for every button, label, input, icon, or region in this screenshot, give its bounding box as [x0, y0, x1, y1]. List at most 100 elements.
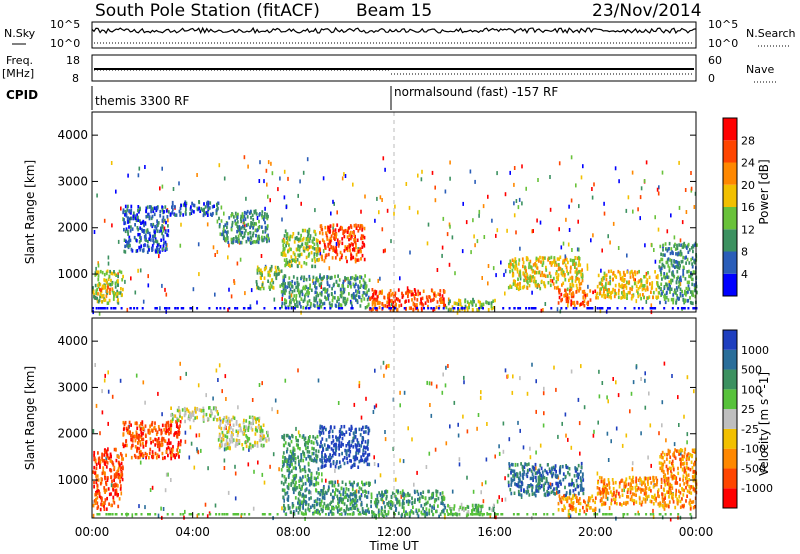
range-gate-cell: [666, 275, 669, 279]
range-gate-cell: [148, 248, 150, 252]
range-gate-cell: [285, 457, 287, 462]
range-gate-cell: [171, 205, 173, 209]
range-gate-cell: [411, 509, 413, 514]
range-gate-cell: [314, 259, 317, 264]
range-gate-cell: [413, 500, 416, 504]
scatter-cell: [373, 455, 375, 460]
range-gate-cell: [555, 272, 557, 276]
range-gate-cell: [93, 456, 96, 460]
range-gate-cell: [316, 242, 319, 246]
range-gate-cell: [310, 479, 313, 484]
range-gate-cell: [161, 205, 163, 209]
scatter-cell: [179, 243, 182, 248]
range-gate-cell: [284, 263, 287, 268]
scatter-cell: [285, 205, 288, 210]
scatter-cell: [227, 490, 230, 495]
range-gate-cell: [362, 453, 365, 458]
range-gate-cell: [319, 432, 321, 437]
scatter-cell: [444, 189, 447, 194]
range-gate-cell: [323, 301, 326, 306]
scatter-cell: [365, 396, 367, 401]
scatter-cell: [577, 397, 580, 402]
range-gate-cell: [344, 247, 347, 251]
scatter-cell: [117, 272, 119, 277]
range-gate-cell: [130, 208, 133, 213]
range-gate-cell: [678, 277, 681, 281]
range-gate-cell: [665, 291, 668, 295]
range-gate-cell: [160, 238, 163, 242]
scatter-cell: [322, 176, 325, 181]
range-gate-cell: [282, 482, 285, 486]
range-gate-cell: [256, 268, 259, 273]
range-gate-cell: [464, 299, 466, 304]
scatter-cell: [458, 457, 461, 462]
range-gate-cell: [679, 252, 682, 256]
range-gate-cell: [225, 447, 228, 451]
range-gate-cell: [139, 235, 141, 240]
range-gate-cell: [222, 227, 225, 232]
range-gate-cell: [305, 245, 308, 249]
range-gate-cell: [198, 408, 201, 412]
range-gate-cell: [119, 452, 122, 456]
range-gate-cell: [528, 262, 531, 266]
range-gate-cell: [226, 441, 229, 446]
scatter-cell: [577, 219, 579, 224]
range-gate-cell: [113, 484, 116, 488]
range-gate-cell: [127, 204, 129, 209]
range-gate-cell: [140, 421, 142, 426]
range-gate-cell: [351, 492, 354, 497]
range-gate-cell: [174, 205, 176, 209]
range-gate-cell: [641, 287, 644, 292]
scatter-cell: [170, 478, 172, 482]
range-gate-cell: [337, 228, 340, 233]
scatter-cell: [101, 410, 104, 415]
range-gate-cell: [308, 508, 311, 512]
range-gate-cell: [360, 283, 363, 288]
scatter-cell: [465, 220, 468, 225]
range-gate-cell: [509, 259, 512, 263]
range-gate-cell: [319, 240, 321, 245]
range-gate-cell: [319, 283, 321, 288]
range-gate-cell: [93, 454, 95, 458]
range-gate-cell: [605, 282, 607, 286]
range-gate-cell: [626, 280, 628, 284]
range-gate-cell: [118, 455, 120, 459]
range-gate-cell: [127, 216, 130, 220]
scatter-cell: [299, 179, 301, 184]
range-gate-cell: [150, 246, 153, 251]
range-gate-cell: [682, 255, 685, 260]
scatter-cell: [558, 161, 561, 166]
range-gate-cell: [98, 456, 101, 460]
range-gate-cell: [544, 256, 546, 260]
range-gate-cell: [287, 459, 290, 463]
scatter-cell: [304, 517, 306, 521]
range-gate-cell: [635, 289, 638, 293]
range-gate-cell: [182, 213, 185, 217]
range-gate-cell: [158, 448, 161, 452]
range-gate-cell: [179, 414, 181, 418]
range-gate-cell: [350, 235, 353, 239]
range-gate-cell: [293, 252, 296, 257]
range-gate-cell: [102, 466, 105, 470]
range-gate-cell: [102, 459, 104, 463]
range-gate-cell: [563, 273, 566, 277]
range-gate-cell: [158, 229, 161, 234]
nsearch-tick-bottom: 10^0: [708, 37, 738, 50]
range-gate-cell: [120, 287, 122, 291]
range-gate-cell: [663, 285, 666, 289]
range-gate-cell: [303, 465, 306, 469]
range-gate-cell: [334, 274, 336, 279]
range-gate-cell: [154, 233, 156, 237]
range-gate-cell: [691, 262, 693, 266]
range-gate-cell: [221, 232, 223, 237]
scatter-cell: [625, 433, 628, 438]
range-gate-cell: [669, 258, 671, 262]
range-gate-cell: [358, 295, 360, 299]
range-gate-cell: [317, 449, 320, 454]
range-gate-cell: [220, 426, 223, 431]
range-gate-cell: [366, 503, 368, 508]
range-gate-cell: [507, 285, 510, 290]
scatter-cell: [607, 399, 609, 404]
range-gate-cell: [256, 429, 259, 433]
range-gate-cell: [339, 464, 342, 469]
